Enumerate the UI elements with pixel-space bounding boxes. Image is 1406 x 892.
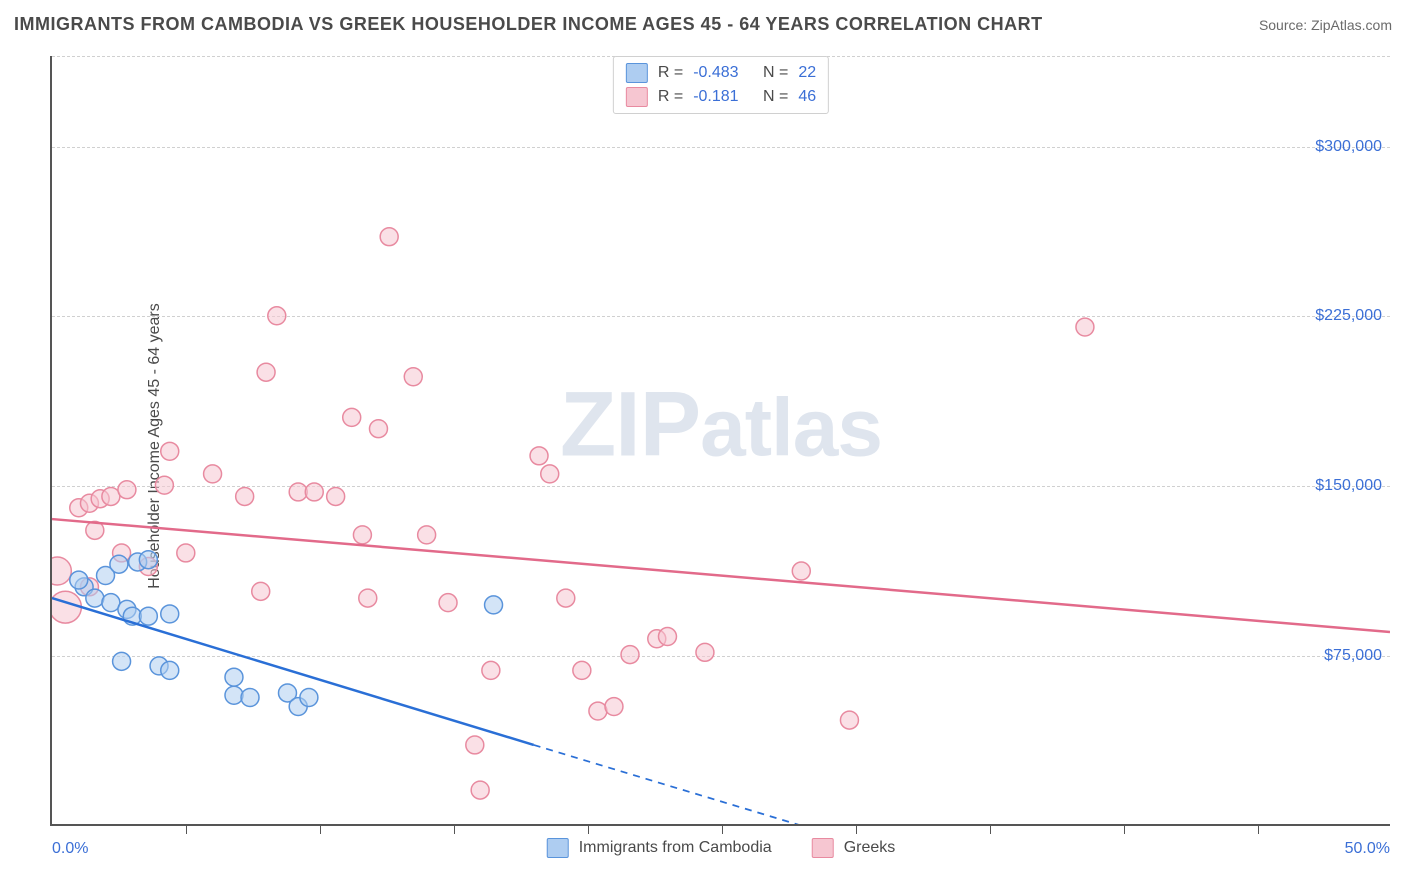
scatter-point — [252, 582, 270, 600]
scatter-point — [204, 465, 222, 483]
r-value-greeks: -0.181 — [693, 88, 738, 106]
scatter-point — [1076, 318, 1094, 336]
scatter-point — [541, 465, 559, 483]
r-label: R = — [658, 88, 683, 106]
scatter-point — [257, 363, 275, 381]
scatter-point — [268, 307, 286, 325]
trend-line-extrapolated — [534, 745, 909, 824]
x-tick — [722, 824, 723, 834]
scatter-point — [289, 483, 307, 501]
chart-header: IMMIGRANTS FROM CAMBODIA VS GREEK HOUSEH… — [14, 14, 1392, 35]
source-label: Source: — [1259, 17, 1307, 33]
legend-label-greeks: Greeks — [844, 839, 896, 857]
scatter-point — [305, 483, 323, 501]
x-axis-max-label: 50.0% — [1345, 840, 1390, 858]
scatter-point — [485, 596, 503, 614]
scatter-point — [792, 562, 810, 580]
scatter-point — [418, 526, 436, 544]
scatter-point — [139, 607, 157, 625]
correlation-row-cambodia: R = -0.483 N = 22 — [626, 61, 816, 85]
scatter-point — [161, 605, 179, 623]
scatter-point — [696, 643, 714, 661]
scatter-point — [300, 689, 318, 707]
scatter-svg — [52, 56, 1390, 824]
scatter-point — [118, 481, 136, 499]
scatter-point — [241, 689, 259, 707]
n-value-cambodia: 22 — [798, 64, 816, 82]
x-axis-min-label: 0.0% — [52, 840, 88, 858]
scatter-point — [471, 781, 489, 799]
plot-area: ZIPatlas R = -0.483 N = 22 R = -0.181 N … — [50, 56, 1390, 826]
scatter-point — [353, 526, 371, 544]
x-tick — [454, 824, 455, 834]
scatter-point — [573, 661, 591, 679]
scatter-point — [621, 646, 639, 664]
scatter-point — [70, 571, 88, 589]
scatter-point — [343, 408, 361, 426]
trend-line — [52, 598, 534, 745]
r-value-cambodia: -0.483 — [693, 64, 738, 82]
scatter-point — [155, 476, 173, 494]
swatch-cambodia — [626, 63, 648, 83]
n-label: N = — [763, 64, 788, 82]
n-label: N = — [763, 88, 788, 106]
scatter-point — [359, 589, 377, 607]
scatter-point — [482, 661, 500, 679]
source-value: ZipAtlas.com — [1311, 17, 1392, 33]
x-tick — [856, 824, 857, 834]
scatter-point — [102, 594, 120, 612]
scatter-point — [236, 487, 254, 505]
scatter-point — [658, 628, 676, 646]
legend-label-cambodia: Immigrants from Cambodia — [579, 839, 772, 857]
swatch-greeks-icon — [812, 838, 834, 858]
trend-line — [52, 519, 1390, 632]
scatter-point — [139, 551, 157, 569]
x-tick — [186, 824, 187, 834]
correlation-legend: R = -0.483 N = 22 R = -0.181 N = 46 — [613, 56, 829, 114]
scatter-point — [530, 447, 548, 465]
scatter-point — [589, 702, 607, 720]
scatter-point — [840, 711, 858, 729]
scatter-point — [327, 487, 345, 505]
scatter-point — [466, 736, 484, 754]
correlation-row-greeks: R = -0.181 N = 46 — [626, 85, 816, 109]
scatter-point — [225, 686, 243, 704]
swatch-greeks — [626, 87, 648, 107]
swatch-cambodia-icon — [547, 838, 569, 858]
x-tick — [588, 824, 589, 834]
scatter-point — [177, 544, 195, 562]
legend-item-cambodia: Immigrants from Cambodia — [547, 838, 772, 858]
scatter-point — [225, 668, 243, 686]
scatter-point — [161, 442, 179, 460]
x-tick — [320, 824, 321, 834]
scatter-point — [404, 368, 422, 386]
scatter-point — [605, 698, 623, 716]
n-value-greeks: 46 — [798, 88, 816, 106]
scatter-point — [113, 652, 131, 670]
x-tick — [990, 824, 991, 834]
x-tick — [1124, 824, 1125, 834]
scatter-point — [110, 555, 128, 573]
scatter-point — [161, 661, 179, 679]
scatter-point — [369, 420, 387, 438]
scatter-point — [86, 589, 104, 607]
scatter-point — [380, 228, 398, 246]
chart-title: IMMIGRANTS FROM CAMBODIA VS GREEK HOUSEH… — [14, 14, 1043, 35]
chart-source: Source: ZipAtlas.com — [1259, 17, 1392, 33]
legend-item-greeks: Greeks — [812, 838, 896, 858]
r-label: R = — [658, 64, 683, 82]
scatter-point — [102, 487, 120, 505]
x-tick — [1258, 824, 1259, 834]
scatter-point — [52, 591, 81, 623]
series-legend: Immigrants from Cambodia Greeks — [547, 838, 896, 858]
scatter-point — [557, 589, 575, 607]
scatter-point — [439, 594, 457, 612]
scatter-point — [52, 557, 71, 585]
